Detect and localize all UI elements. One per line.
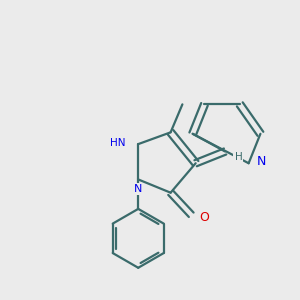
Text: HN: HN — [110, 138, 126, 148]
Text: N: N — [134, 184, 142, 194]
Text: N: N — [257, 155, 266, 168]
Text: H: H — [235, 152, 242, 162]
Text: O: O — [200, 211, 209, 224]
